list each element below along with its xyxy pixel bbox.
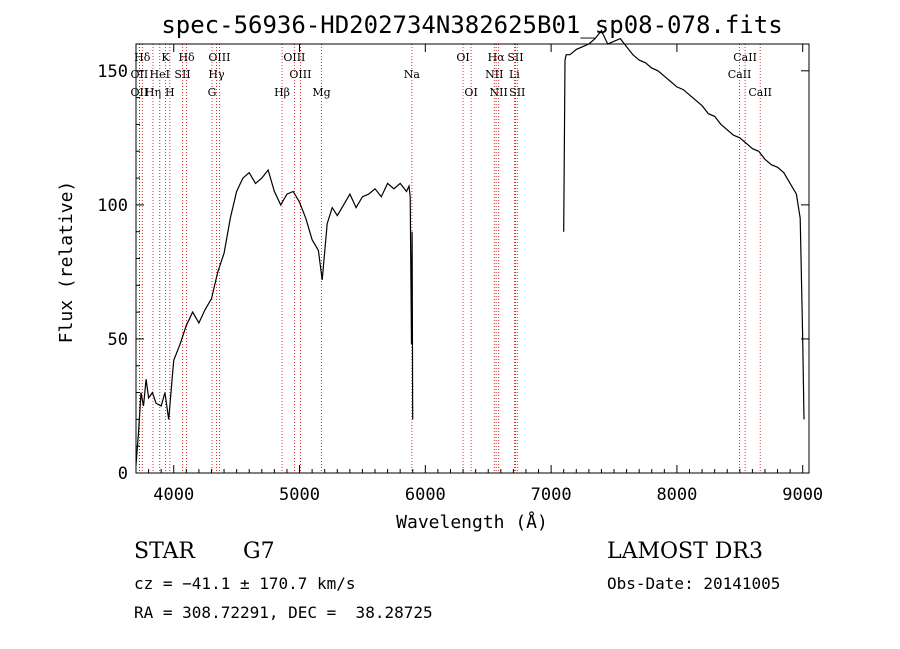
- redshift-cz: cz = −41.1 ± 170.7 km/s: [134, 574, 356, 593]
- marker-label: Hδ: [134, 51, 151, 64]
- marker-label: Hδ: [178, 51, 195, 64]
- marker-label: Li: [509, 68, 520, 81]
- marker-label: CaII: [748, 86, 772, 99]
- x-axis-ticks: 4000 5000 6000 7000 8000 9000: [148, 44, 823, 505]
- marker-label: H: [165, 86, 175, 99]
- marker-label: G: [208, 86, 217, 99]
- marker-label: OII: [131, 86, 149, 99]
- plot-frame: [135, 43, 810, 474]
- y-tick-label: 150: [97, 62, 128, 82]
- y-axis-ticks: 0 50 100 150: [97, 43, 809, 484]
- marker-label: SII: [174, 68, 190, 81]
- marker-label: HeI: [150, 68, 170, 81]
- survey-name: LAMOST DR3: [607, 539, 763, 564]
- marker-label: OI: [464, 86, 477, 99]
- y-tick-label: 50: [108, 330, 128, 350]
- chart-title: spec-56936-HD202734N382625B01_sp08-078.f…: [161, 11, 782, 39]
- object-subclass: G7: [243, 539, 275, 564]
- marker-label: CaII: [728, 68, 752, 81]
- marker-label: SII: [509, 86, 525, 99]
- flux-series: [135, 29, 805, 466]
- marker-label: Mg: [312, 86, 330, 99]
- y-tick-label: 100: [97, 196, 128, 216]
- y-axis-label: Flux (relative): [56, 181, 77, 344]
- ra-dec: RA = 308.72291, DEC = 38.28725: [134, 603, 433, 622]
- marker-label: Hγ: [208, 68, 225, 81]
- marker-label: OI: [456, 51, 469, 64]
- marker-label: OIII: [208, 51, 230, 64]
- series-line-flux: [135, 168, 414, 466]
- object-class: STAR: [134, 539, 195, 564]
- x-tick-label: 7000: [531, 485, 572, 505]
- marker-label: Hβ: [274, 86, 290, 99]
- obs-date: Obs-Date: 20141005: [607, 574, 781, 593]
- x-tick-label: 6000: [405, 485, 446, 505]
- marker-label: Hη: [145, 86, 161, 99]
- marker-label: SII: [507, 51, 523, 64]
- marker-label: Na: [404, 68, 421, 81]
- marker-label: K: [161, 51, 170, 64]
- marker-label: CaII: [733, 51, 757, 64]
- x-tick-label: 9000: [782, 485, 823, 505]
- x-tick-label: 8000: [656, 485, 697, 505]
- marker-label: NII: [490, 86, 508, 99]
- y-tick-label: 0: [118, 464, 128, 484]
- marker-label: NII: [485, 68, 503, 81]
- marker-label: OIII: [283, 51, 305, 64]
- series-line-flux-red: [563, 29, 805, 420]
- x-tick-label: 4000: [153, 485, 194, 505]
- marker-label: Hα: [488, 51, 506, 64]
- x-axis-label: Wavelength (Å): [396, 511, 548, 533]
- x-tick-label: 5000: [279, 485, 320, 505]
- marker-label: OIII: [289, 68, 311, 81]
